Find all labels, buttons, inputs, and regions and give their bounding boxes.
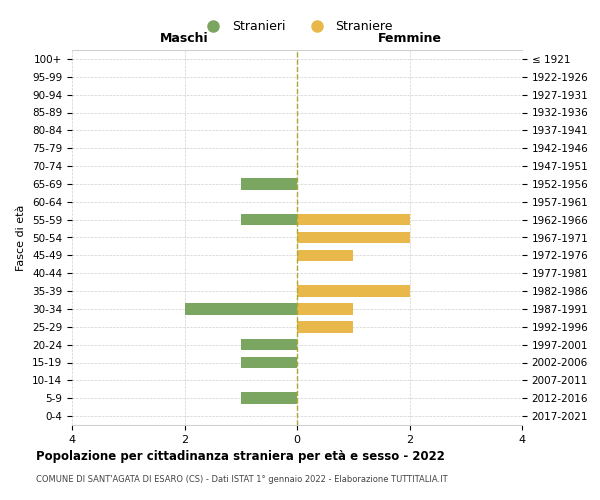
Bar bbox=[297, 250, 353, 261]
Text: Popolazione per cittadinanza straniera per età e sesso - 2022: Popolazione per cittadinanza straniera p… bbox=[36, 450, 445, 463]
Y-axis label: Fasce di età: Fasce di età bbox=[16, 204, 26, 270]
Bar bbox=[241, 356, 297, 368]
Text: Femmine: Femmine bbox=[377, 32, 442, 44]
Legend: Stranieri, Straniere: Stranieri, Straniere bbox=[196, 15, 398, 38]
Text: Maschi: Maschi bbox=[160, 32, 209, 44]
Bar bbox=[297, 286, 409, 297]
Bar bbox=[297, 214, 409, 226]
Bar bbox=[185, 303, 297, 314]
Bar bbox=[297, 321, 353, 332]
Bar bbox=[241, 178, 297, 190]
Bar bbox=[297, 303, 353, 314]
Bar bbox=[241, 214, 297, 226]
Bar bbox=[297, 232, 409, 243]
Y-axis label: Anni di nascita: Anni di nascita bbox=[597, 196, 600, 279]
Text: COMUNE DI SANT'AGATA DI ESARO (CS) - Dati ISTAT 1° gennaio 2022 - Elaborazione T: COMUNE DI SANT'AGATA DI ESARO (CS) - Dat… bbox=[36, 475, 448, 484]
Bar bbox=[241, 339, 297, 350]
Bar bbox=[241, 392, 297, 404]
